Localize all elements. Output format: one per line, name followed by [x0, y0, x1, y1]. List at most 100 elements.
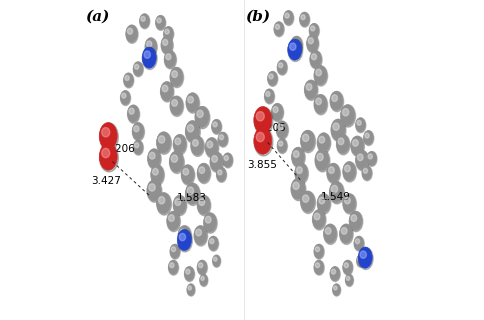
Ellipse shape: [351, 215, 357, 221]
Ellipse shape: [178, 226, 191, 245]
Ellipse shape: [275, 24, 280, 29]
Text: 3.427: 3.427: [91, 176, 121, 186]
Ellipse shape: [343, 260, 352, 274]
Ellipse shape: [301, 131, 316, 153]
Ellipse shape: [134, 62, 143, 77]
Text: 1.549: 1.549: [320, 192, 350, 202]
Ellipse shape: [307, 35, 318, 52]
Ellipse shape: [148, 149, 160, 168]
Ellipse shape: [158, 196, 165, 204]
Ellipse shape: [213, 257, 217, 261]
Ellipse shape: [357, 255, 365, 267]
Ellipse shape: [126, 25, 137, 42]
Ellipse shape: [354, 236, 364, 251]
Ellipse shape: [181, 165, 194, 184]
Text: 1.583: 1.583: [176, 193, 206, 204]
Ellipse shape: [333, 123, 339, 130]
Ellipse shape: [277, 60, 287, 74]
Ellipse shape: [173, 134, 186, 154]
Ellipse shape: [194, 226, 208, 246]
Ellipse shape: [319, 136, 325, 143]
Ellipse shape: [318, 133, 331, 153]
Ellipse shape: [300, 12, 309, 26]
Ellipse shape: [346, 275, 353, 286]
Ellipse shape: [132, 123, 144, 140]
Ellipse shape: [157, 132, 171, 154]
Ellipse shape: [184, 267, 195, 282]
Ellipse shape: [156, 16, 166, 30]
Ellipse shape: [169, 151, 183, 172]
Ellipse shape: [139, 14, 149, 28]
Ellipse shape: [99, 143, 117, 170]
Ellipse shape: [201, 276, 204, 280]
Ellipse shape: [177, 229, 192, 251]
Ellipse shape: [324, 224, 337, 244]
Ellipse shape: [186, 93, 199, 113]
Ellipse shape: [194, 226, 207, 245]
Ellipse shape: [148, 149, 161, 169]
Ellipse shape: [191, 136, 204, 156]
Ellipse shape: [141, 16, 145, 21]
Ellipse shape: [291, 36, 303, 55]
Ellipse shape: [121, 91, 130, 105]
Ellipse shape: [178, 226, 192, 246]
Ellipse shape: [338, 138, 344, 145]
Ellipse shape: [164, 51, 176, 68]
Ellipse shape: [144, 51, 151, 58]
Ellipse shape: [315, 149, 329, 171]
Ellipse shape: [186, 93, 199, 112]
Text: (b): (b): [245, 10, 271, 24]
Ellipse shape: [187, 187, 194, 194]
Ellipse shape: [161, 36, 173, 53]
Ellipse shape: [178, 230, 192, 252]
Ellipse shape: [185, 121, 200, 143]
Ellipse shape: [254, 127, 272, 154]
Ellipse shape: [276, 121, 288, 140]
Ellipse shape: [185, 183, 200, 205]
Ellipse shape: [288, 39, 302, 60]
Ellipse shape: [218, 170, 222, 175]
Ellipse shape: [346, 274, 353, 286]
Ellipse shape: [332, 95, 337, 101]
Ellipse shape: [301, 130, 315, 151]
Ellipse shape: [121, 91, 131, 106]
Ellipse shape: [315, 263, 319, 268]
Ellipse shape: [278, 141, 283, 146]
Ellipse shape: [355, 239, 360, 244]
Ellipse shape: [185, 183, 199, 204]
Ellipse shape: [341, 228, 347, 234]
Ellipse shape: [179, 233, 185, 241]
Ellipse shape: [311, 26, 315, 31]
Ellipse shape: [205, 138, 218, 157]
Ellipse shape: [127, 105, 139, 122]
Ellipse shape: [187, 284, 195, 296]
Ellipse shape: [173, 195, 186, 214]
Ellipse shape: [197, 260, 208, 275]
Ellipse shape: [314, 260, 324, 275]
Ellipse shape: [291, 147, 304, 166]
Text: (a): (a): [85, 10, 109, 24]
Ellipse shape: [288, 39, 303, 61]
Ellipse shape: [277, 139, 287, 154]
Ellipse shape: [276, 121, 288, 138]
Ellipse shape: [349, 212, 363, 232]
Ellipse shape: [102, 148, 110, 158]
Ellipse shape: [314, 213, 320, 220]
Ellipse shape: [123, 73, 133, 87]
Ellipse shape: [302, 134, 309, 141]
Ellipse shape: [164, 27, 174, 42]
Ellipse shape: [295, 163, 308, 182]
Ellipse shape: [265, 89, 274, 104]
Ellipse shape: [290, 36, 302, 53]
Ellipse shape: [340, 224, 352, 243]
Ellipse shape: [212, 255, 221, 267]
Ellipse shape: [197, 110, 203, 117]
Ellipse shape: [171, 155, 178, 162]
Ellipse shape: [330, 267, 340, 282]
Ellipse shape: [219, 135, 224, 140]
Ellipse shape: [165, 51, 177, 69]
Ellipse shape: [307, 35, 319, 53]
Ellipse shape: [309, 24, 319, 38]
Ellipse shape: [312, 210, 325, 229]
Ellipse shape: [336, 134, 349, 154]
